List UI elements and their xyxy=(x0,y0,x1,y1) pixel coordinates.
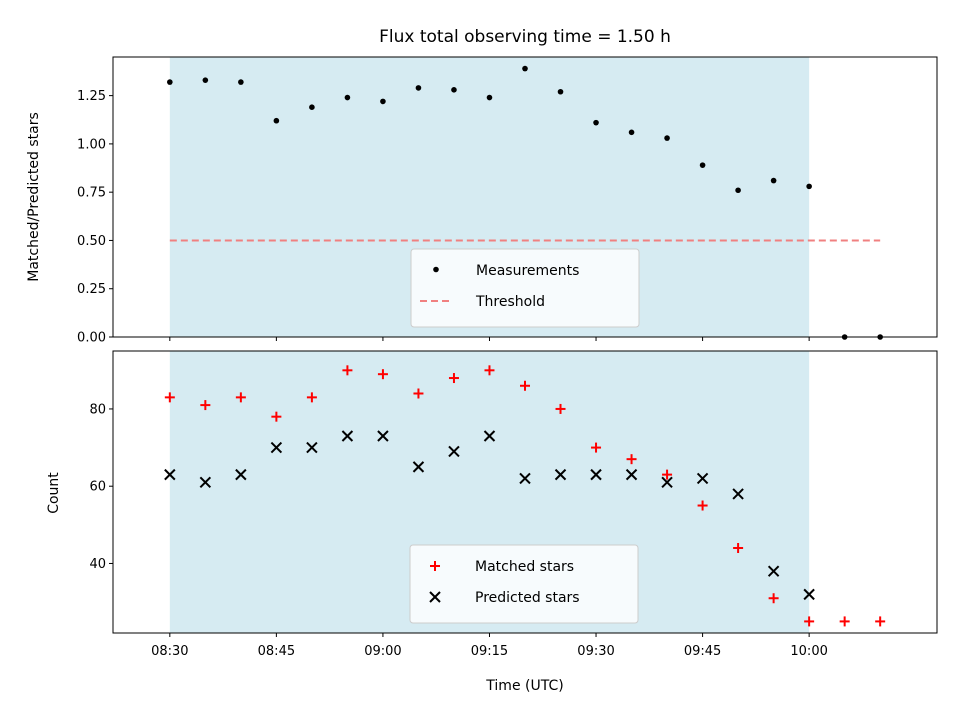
data-point xyxy=(839,616,850,627)
data-point xyxy=(486,94,493,101)
data-point xyxy=(341,430,354,442)
y-tick-label: 80 xyxy=(89,402,106,417)
data-point xyxy=(484,365,495,376)
data-point xyxy=(628,129,635,136)
data-point xyxy=(770,177,777,184)
data-point xyxy=(270,441,283,454)
y-tick-label: 1.25 xyxy=(77,89,106,104)
legend-label: Threshold xyxy=(475,294,545,310)
data-point xyxy=(167,79,173,85)
axes-frame xyxy=(112,56,938,338)
x-tick-label: 08:45 xyxy=(258,644,295,659)
y-tick-label: 60 xyxy=(89,480,106,495)
legend-label: Predicted stars xyxy=(475,590,580,606)
data-point xyxy=(732,488,744,500)
x-tick-label: 09:30 xyxy=(577,644,614,659)
data-point xyxy=(522,65,528,72)
data-point xyxy=(591,442,602,453)
y-tick-label: 0.25 xyxy=(77,282,106,297)
data-point xyxy=(519,472,531,485)
data-point xyxy=(841,334,848,340)
y-tick-label: 1.00 xyxy=(77,137,106,152)
data-point xyxy=(626,454,637,465)
data-point xyxy=(200,400,211,411)
legend-marker xyxy=(429,591,441,603)
data-point xyxy=(306,392,317,403)
data-point xyxy=(733,543,744,554)
y-tick-label: 0.75 xyxy=(77,186,106,201)
data-point xyxy=(448,445,460,458)
data-point xyxy=(344,94,351,101)
data-point xyxy=(555,403,566,414)
data-point xyxy=(735,187,741,194)
data-point xyxy=(451,87,457,93)
axes-frame xyxy=(112,350,938,634)
data-point xyxy=(273,117,280,124)
x-tick-label: 08:30 xyxy=(151,644,188,659)
data-point xyxy=(412,461,425,473)
data-point xyxy=(238,79,244,85)
data-point xyxy=(554,468,567,481)
data-point xyxy=(875,616,886,627)
data-point xyxy=(377,369,388,380)
legend-box xyxy=(410,248,640,328)
data-point xyxy=(804,616,815,627)
data-point xyxy=(557,88,564,95)
data-point xyxy=(803,588,815,601)
legend-label: Matched stars xyxy=(475,559,574,575)
data-point xyxy=(306,441,318,454)
data-point xyxy=(164,468,176,481)
data-point xyxy=(377,430,389,442)
data-point xyxy=(483,430,496,442)
y-tick-label: 0.50 xyxy=(77,234,106,249)
data-point xyxy=(590,468,602,481)
x-tick-label: 10:00 xyxy=(790,644,827,659)
data-point xyxy=(309,104,315,111)
data-point xyxy=(699,162,706,168)
data-point xyxy=(767,565,780,577)
data-point xyxy=(413,388,424,399)
data-point xyxy=(415,85,422,91)
chart-title: Flux total observing time = 1.50 h xyxy=(379,27,671,47)
data-point xyxy=(380,98,386,105)
y-tick-label: 40 xyxy=(89,557,106,572)
data-point xyxy=(520,380,530,391)
bottom-xlabel: Time (UTC) xyxy=(485,678,563,694)
data-point xyxy=(697,500,708,511)
x-tick-label: 09:45 xyxy=(684,644,721,659)
data-point xyxy=(271,411,282,422)
data-point xyxy=(768,593,779,604)
data-point xyxy=(664,135,670,141)
data-point xyxy=(164,392,175,403)
data-point xyxy=(235,468,247,481)
top-ylabel: Matched/Predicted stars xyxy=(26,112,42,282)
data-point xyxy=(199,476,212,489)
data-point xyxy=(806,183,812,190)
top-panel: 0.00 0.25 0.50 0.75 1.00 1.25 Measurements Thre… xyxy=(77,56,938,346)
bottom-ylabel: Count xyxy=(46,472,62,514)
data-point xyxy=(593,119,599,126)
data-point xyxy=(235,392,246,403)
x-tick-label: 09:15 xyxy=(471,644,508,659)
data-point xyxy=(448,373,459,384)
legend-marker xyxy=(433,266,439,273)
data-point xyxy=(625,468,638,481)
data-point xyxy=(202,77,209,83)
x-tick-label: 09:00 xyxy=(364,644,401,659)
data-point xyxy=(342,365,353,376)
legend-label: Measurements xyxy=(476,263,579,279)
data-point xyxy=(877,334,883,340)
data-point xyxy=(696,472,709,485)
legend-box xyxy=(409,544,639,624)
data-point xyxy=(661,476,673,489)
y-tick-label: 0.00 xyxy=(77,331,106,346)
bottom-panel: 40 60 80 08:30 08:45 09:00 09:15 09:30 09:45 10:0… xyxy=(89,350,938,659)
data-point xyxy=(662,469,673,480)
